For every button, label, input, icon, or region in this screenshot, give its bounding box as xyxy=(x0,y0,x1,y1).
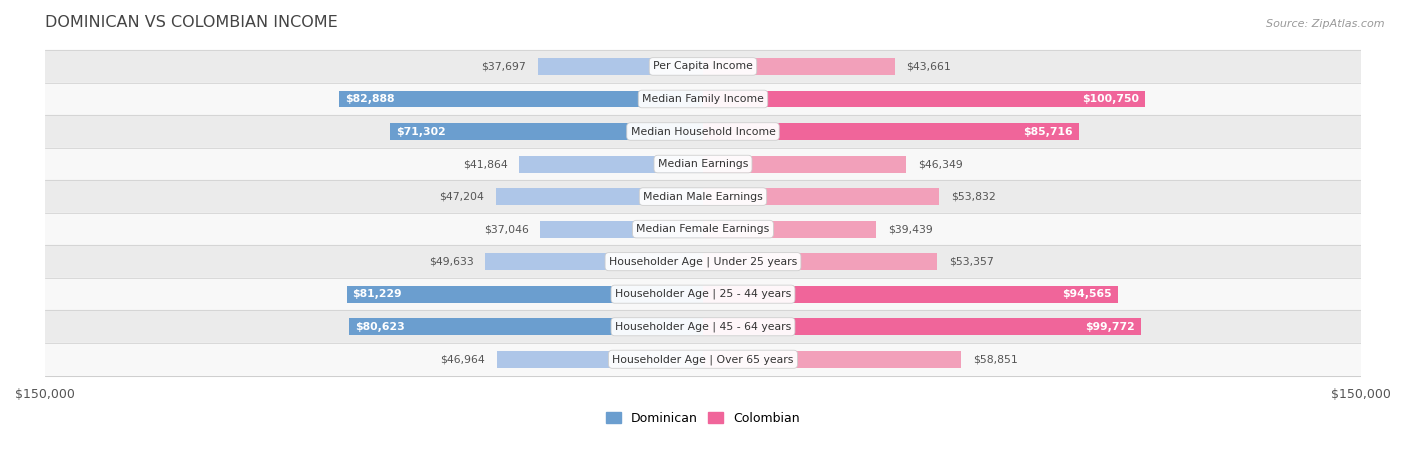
Bar xyxy=(485,253,703,270)
Bar xyxy=(703,351,962,368)
Bar xyxy=(519,156,703,172)
Legend: Dominican, Colombian: Dominican, Colombian xyxy=(602,407,804,430)
Text: $80,623: $80,623 xyxy=(356,322,405,332)
Text: $37,697: $37,697 xyxy=(481,62,526,71)
Bar xyxy=(703,286,1118,303)
Bar xyxy=(496,188,703,205)
Bar xyxy=(703,253,936,270)
Text: Per Capita Income: Per Capita Income xyxy=(652,62,754,71)
Bar xyxy=(496,351,703,368)
Bar xyxy=(339,91,703,107)
Bar xyxy=(45,148,1361,180)
Bar xyxy=(45,213,1361,245)
Bar xyxy=(45,343,1361,375)
Bar xyxy=(45,245,1361,278)
Bar xyxy=(537,58,703,75)
Text: $58,851: $58,851 xyxy=(973,354,1018,364)
Text: $99,772: $99,772 xyxy=(1085,322,1135,332)
Text: $85,716: $85,716 xyxy=(1024,127,1073,136)
Text: Median Family Income: Median Family Income xyxy=(643,94,763,104)
Bar xyxy=(391,123,703,140)
Bar xyxy=(540,221,703,238)
Bar xyxy=(347,286,703,303)
Text: Median Female Earnings: Median Female Earnings xyxy=(637,224,769,234)
Text: Median Earnings: Median Earnings xyxy=(658,159,748,169)
Text: Householder Age | 45 - 64 years: Householder Age | 45 - 64 years xyxy=(614,321,792,332)
Text: Householder Age | 25 - 44 years: Householder Age | 25 - 44 years xyxy=(614,289,792,299)
Text: $41,864: $41,864 xyxy=(463,159,508,169)
Bar xyxy=(45,180,1361,213)
Bar xyxy=(45,83,1361,115)
Bar xyxy=(45,278,1361,311)
Text: $46,964: $46,964 xyxy=(440,354,485,364)
Text: Source: ZipAtlas.com: Source: ZipAtlas.com xyxy=(1267,19,1385,28)
Text: $47,204: $47,204 xyxy=(439,191,484,202)
Text: Median Household Income: Median Household Income xyxy=(630,127,776,136)
Bar xyxy=(45,311,1361,343)
Bar xyxy=(703,188,939,205)
Bar xyxy=(703,91,1144,107)
Text: Median Male Earnings: Median Male Earnings xyxy=(643,191,763,202)
Bar xyxy=(703,156,907,172)
Text: $49,633: $49,633 xyxy=(429,257,474,267)
Text: $82,888: $82,888 xyxy=(346,94,395,104)
Bar xyxy=(703,318,1140,335)
Bar xyxy=(45,50,1361,83)
Text: $43,661: $43,661 xyxy=(907,62,950,71)
Text: $71,302: $71,302 xyxy=(396,127,446,136)
Text: $100,750: $100,750 xyxy=(1083,94,1139,104)
Text: $53,357: $53,357 xyxy=(949,257,994,267)
Text: $37,046: $37,046 xyxy=(484,224,529,234)
Text: $81,229: $81,229 xyxy=(353,289,402,299)
Text: Householder Age | Under 25 years: Householder Age | Under 25 years xyxy=(609,256,797,267)
Text: $94,565: $94,565 xyxy=(1063,289,1112,299)
Text: Householder Age | Over 65 years: Householder Age | Over 65 years xyxy=(612,354,794,365)
Text: $53,832: $53,832 xyxy=(950,191,995,202)
Bar xyxy=(349,318,703,335)
Bar xyxy=(45,115,1361,148)
Text: $46,349: $46,349 xyxy=(918,159,963,169)
Bar xyxy=(703,123,1078,140)
Bar xyxy=(703,58,894,75)
Text: DOMINICAN VS COLOMBIAN INCOME: DOMINICAN VS COLOMBIAN INCOME xyxy=(45,15,337,30)
Text: $39,439: $39,439 xyxy=(887,224,932,234)
Bar xyxy=(703,221,876,238)
